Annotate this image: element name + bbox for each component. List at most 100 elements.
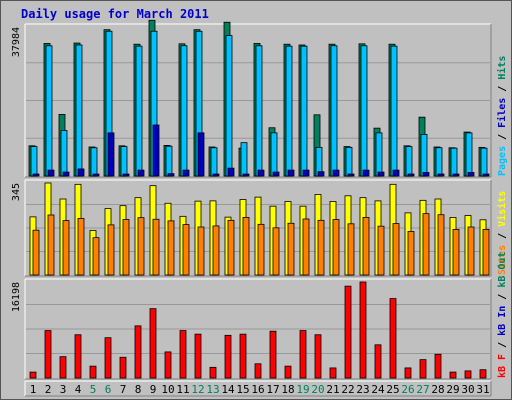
kbytes-bar (119, 356, 127, 379)
kbytes-bar (224, 334, 232, 379)
pages-bar (122, 173, 130, 177)
files-bar (165, 145, 173, 177)
day-label: 31 (476, 383, 489, 396)
pages-bar (482, 173, 490, 177)
series-legend-part: kB In (497, 306, 508, 342)
pages-bar (77, 168, 85, 177)
files-bar (90, 147, 98, 177)
day-label: 26 (401, 383, 414, 396)
sites-bar (482, 228, 490, 276)
series-legend-part: Visits (496, 191, 508, 233)
kbytes-bar (479, 369, 487, 379)
pages-bar (332, 169, 340, 177)
ymax-label: 37984 (11, 27, 22, 57)
files-bar (255, 45, 263, 177)
sites-bar (167, 220, 175, 276)
files-bar (405, 146, 413, 177)
pages-bar (362, 169, 370, 177)
kbytes-bar (284, 365, 292, 379)
pages-bar (197, 132, 205, 177)
kbytes-bar (29, 371, 37, 379)
day-label: 5 (90, 383, 97, 396)
kbytes-bar (134, 325, 142, 379)
sites-bar (332, 219, 340, 276)
series-legend-part: / (497, 294, 508, 306)
kbytes-bar (164, 351, 172, 379)
kbytes-bar (104, 337, 112, 379)
pages-bar (182, 169, 190, 177)
sites-bar (272, 227, 280, 276)
sites-bar (347, 223, 355, 276)
kbytes-bar (74, 334, 82, 379)
sites-bar (152, 218, 160, 276)
day-label: 17 (266, 383, 279, 396)
sites-bar (182, 224, 190, 276)
pages-bar (452, 173, 460, 177)
day-label: 1 (30, 383, 37, 396)
kbytes-bar (179, 330, 187, 379)
kbytes-bar (404, 367, 412, 379)
files-bar (120, 146, 128, 177)
kbytes-bar (299, 330, 307, 379)
sites-bar (92, 237, 100, 276)
files-bar (435, 147, 443, 177)
pages-bar (92, 173, 100, 177)
series-legend-part: kB Out (497, 252, 508, 294)
day-label: 18 (281, 383, 294, 396)
files-bar (285, 45, 293, 177)
day-label: 19 (296, 383, 309, 396)
sites-bar (377, 225, 385, 276)
day-label: 25 (386, 383, 399, 396)
files-bar (330, 45, 338, 177)
files-bar (60, 130, 68, 177)
day-label: 8 (135, 383, 142, 396)
day-label: 4 (75, 383, 82, 396)
day-label: 13 (206, 383, 219, 396)
sites-bar (137, 217, 145, 276)
kbytes-bar (389, 298, 397, 379)
pages-bar (137, 169, 145, 177)
kbytes-bar (434, 353, 442, 379)
pages-bar (227, 167, 235, 177)
files-bar (420, 134, 428, 177)
sites-bar (77, 218, 85, 276)
day-label: 20 (311, 383, 324, 396)
pages-bar (287, 169, 295, 177)
pages-bar (422, 172, 430, 177)
series-legend-part: Pages (497, 146, 508, 176)
pages-bar (152, 124, 160, 177)
sites-bar (227, 219, 235, 276)
series-legend-part: Sites (496, 245, 508, 275)
sites-bar (242, 216, 250, 276)
sites-bar (107, 224, 115, 276)
day-label: 29 (446, 383, 459, 396)
pages-bar (317, 171, 325, 177)
files-bar (45, 45, 53, 177)
sites-bar (317, 219, 325, 276)
day-label: 27 (416, 383, 429, 396)
sites-bar (452, 228, 460, 276)
series-legend-part: / (497, 342, 508, 354)
files-bar (30, 146, 38, 177)
files-bar (240, 142, 248, 177)
kbytes-bar (254, 363, 262, 379)
day-label: 14 (221, 383, 235, 396)
pages-bar (212, 173, 220, 177)
pages-bar (407, 173, 415, 177)
sites-bar (32, 229, 40, 276)
series-legend-part: / (497, 134, 508, 146)
files-bar (135, 45, 143, 177)
pages-bar (242, 173, 250, 177)
kbytes-bar (344, 285, 352, 379)
sites-bar (422, 213, 430, 276)
sites-bar (392, 223, 400, 276)
pages-bar (437, 173, 445, 177)
series-legend-part: Hits (496, 56, 508, 86)
kbytes-bar (314, 334, 322, 379)
kbytes-bar (329, 367, 337, 379)
files-bar (390, 45, 398, 177)
pages-bar (392, 169, 400, 177)
ymax-label: 16198 (11, 282, 22, 312)
files-bar (210, 147, 218, 177)
